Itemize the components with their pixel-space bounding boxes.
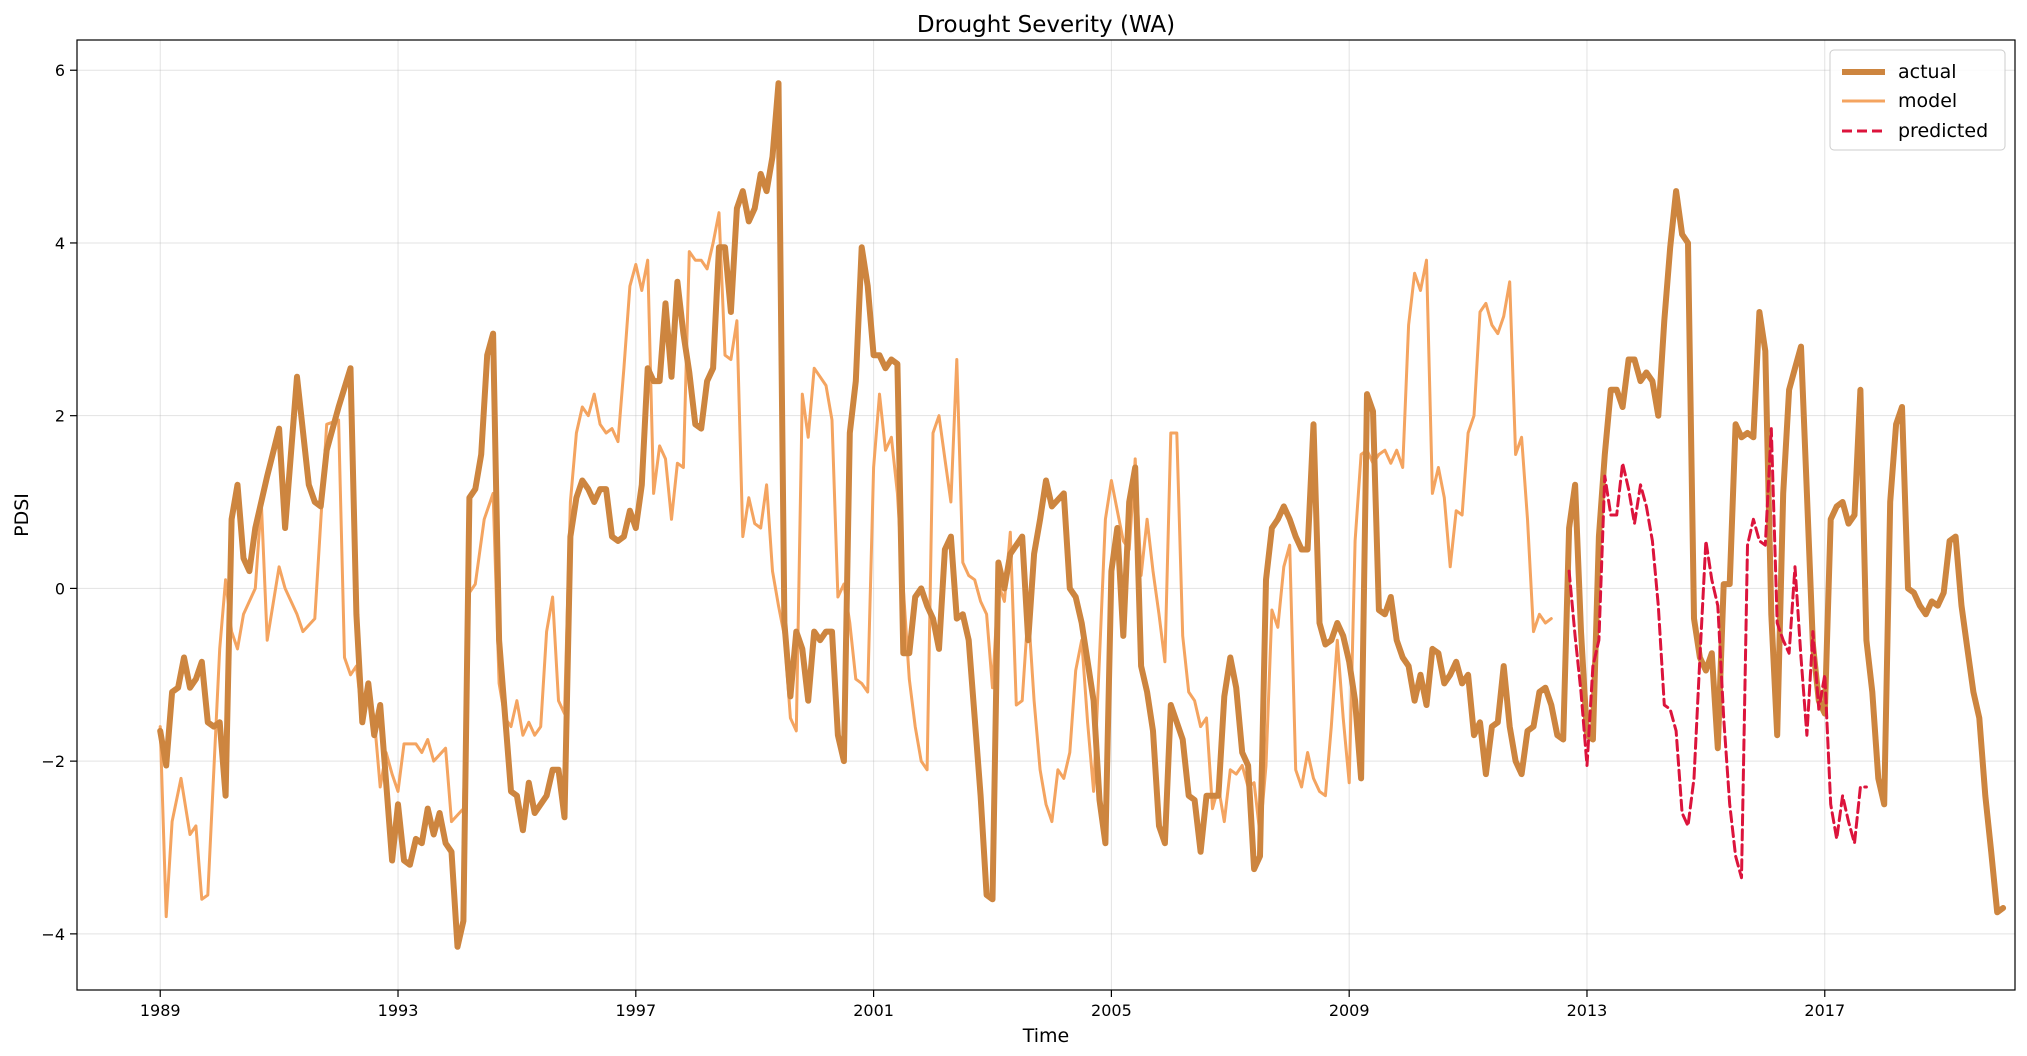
x-tick-label: 1989 (140, 1001, 181, 1020)
legend-label-predicted: predicted (1898, 120, 1988, 142)
y-tick-label: −4 (41, 925, 65, 944)
series-line-model (158, 211, 1553, 919)
plot-area-background (77, 40, 2015, 990)
y-axis-ticks: −4 −2 0 2 4 6 (41, 61, 77, 944)
legend: actual model predicted (1829, 49, 2006, 151)
x-tick-label: 2009 (1329, 1001, 1370, 1020)
y-tick-label: 0 (55, 579, 65, 598)
series-line-predicted (1567, 427, 1868, 880)
y-axis-label: PDSI (11, 493, 33, 537)
legend-label-actual: actual (1898, 61, 1957, 83)
x-axis-label: Time (1022, 1025, 1070, 1047)
legend-label-model: model (1898, 90, 1957, 112)
y-tick-label: −2 (41, 752, 65, 771)
y-tick-label: 4 (55, 234, 65, 253)
x-tick-label: 1993 (378, 1001, 419, 1020)
y-tick-label: 2 (55, 407, 65, 426)
series-layer (157, 80, 2007, 950)
x-tick-label: 2013 (1567, 1001, 1608, 1020)
x-tick-label: 2001 (853, 1001, 894, 1020)
series-line-actual (157, 80, 2007, 950)
x-axis-ticks: 1989 1993 1997 2001 2005 2009 2013 2017 (140, 990, 1845, 1020)
x-tick-label: 1997 (615, 1001, 656, 1020)
chart-title: Drought Severity (WA) (917, 12, 1175, 38)
x-tick-label: 2017 (1804, 1001, 1845, 1020)
plot-area-frame (76, 39, 2016, 991)
y-tick-label: 6 (55, 61, 65, 80)
x-tick-label: 2005 (1091, 1001, 1132, 1020)
